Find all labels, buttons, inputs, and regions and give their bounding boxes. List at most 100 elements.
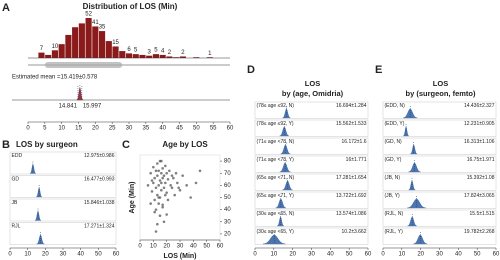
point — [165, 191, 168, 194]
x-tick-label: 5 — [43, 126, 47, 132]
row-frame — [382, 173, 497, 191]
row-value: 12.975±0.986 — [84, 153, 115, 159]
mean-density — [263, 234, 286, 245]
mean-density — [407, 216, 417, 227]
y-tick-label: 40 — [224, 207, 231, 213]
x-tick-label: 30 — [60, 252, 67, 258]
bar — [45, 54, 52, 58]
row-label: (71≤ age <78, Y) — [257, 157, 295, 163]
point — [185, 184, 188, 187]
x-axis-title: LOS (Min) — [163, 253, 196, 260]
mean-density — [408, 180, 416, 191]
bar-label: 35 — [99, 25, 106, 31]
point — [178, 188, 182, 192]
row-value: 16.694±1.284 — [336, 103, 367, 109]
mean-density — [279, 126, 289, 137]
bar — [99, 31, 106, 58]
x-tick-label: 20 — [42, 252, 49, 258]
x-tick-label: 60 — [493, 252, 500, 258]
bar-label: 6 — [127, 47, 131, 53]
point — [194, 181, 198, 185]
point — [156, 193, 159, 197]
row-value: 16.477±0.993 — [84, 176, 115, 182]
x-tick-label: 30 — [177, 244, 184, 250]
y-tick-label: 70 — [224, 171, 231, 177]
point — [153, 176, 156, 180]
point — [170, 174, 174, 177]
row-value: 17.271±1.324 — [84, 223, 115, 229]
row-frame — [254, 137, 369, 155]
row-label: (71≤ age <78, N) — [257, 139, 295, 145]
x-tick-label: 50 — [346, 252, 353, 258]
row-label: (EDD, N) — [385, 103, 406, 109]
chart-subtitle: by (surgeon, femto) — [405, 89, 476, 98]
point — [160, 188, 163, 192]
mean-density — [282, 108, 291, 119]
row-label: (78≤ age ≤92, N) — [257, 103, 295, 109]
row-label: (65≤ age <71, Y) — [257, 193, 295, 199]
row-frame — [382, 227, 497, 245]
row-label: EDD — [12, 153, 23, 159]
row-value: 17.824±3.065 — [464, 193, 495, 199]
x-tick-label: 40 — [327, 252, 334, 258]
x-tick-label: 0 — [26, 126, 30, 132]
bar-label: 1 — [208, 51, 212, 57]
row-frame — [254, 191, 369, 209]
point — [157, 184, 160, 187]
row-label: (RJL, N) — [385, 211, 404, 217]
point — [152, 165, 155, 169]
point — [173, 193, 176, 197]
bar — [125, 53, 133, 58]
point — [160, 171, 163, 175]
point — [164, 164, 167, 168]
bar-label: 7 — [40, 46, 44, 52]
point — [161, 203, 164, 207]
point — [156, 162, 159, 165]
bar — [146, 55, 153, 58]
point — [198, 169, 202, 173]
x-tick-label: 55 — [210, 126, 217, 132]
point — [150, 190, 154, 193]
point — [169, 184, 172, 187]
row-value: 10.2±3.662 — [342, 229, 367, 235]
bar — [85, 18, 92, 58]
mean-density — [408, 162, 421, 173]
mean-density — [279, 162, 291, 173]
x-tick-label: 60 — [113, 252, 120, 258]
row-frame — [382, 209, 497, 227]
x-tick-label: 40 — [455, 252, 462, 258]
x-tick-label: 10 — [24, 252, 31, 258]
row-frame — [254, 209, 369, 227]
row-label: (JB, Y) — [385, 193, 401, 199]
chart-title: LOS — [433, 79, 448, 88]
bar-label: 2 — [168, 50, 172, 56]
panel-letter: C — [122, 139, 130, 151]
x-tick-label: 45 — [176, 126, 183, 132]
point — [156, 222, 159, 226]
mean-density — [407, 198, 426, 209]
chart-title: Distribution of LOS (Min) — [83, 2, 178, 11]
bar — [105, 41, 112, 58]
bar — [193, 57, 200, 58]
bar — [166, 56, 173, 58]
row-value: 17.281±1.654 — [336, 175, 367, 181]
point — [157, 196, 160, 199]
panel-letter: E — [375, 64, 382, 76]
bar-label: 2 — [181, 50, 185, 56]
bar — [38, 52, 45, 58]
row-value: 16±1.771 — [346, 157, 367, 163]
x-tick-label: 25 — [109, 126, 116, 132]
point — [165, 171, 168, 175]
point — [189, 196, 192, 199]
bar-label: 15 — [112, 40, 119, 46]
x-tick-label: 40 — [77, 252, 84, 258]
bar — [159, 54, 166, 58]
point — [152, 181, 155, 185]
row-frame — [254, 173, 369, 191]
row-label: GD — [12, 176, 20, 182]
mean-density — [410, 144, 418, 155]
point — [154, 169, 158, 173]
bar — [119, 51, 126, 58]
point — [168, 169, 171, 173]
row-value: 15.846±1.038 — [84, 200, 115, 206]
